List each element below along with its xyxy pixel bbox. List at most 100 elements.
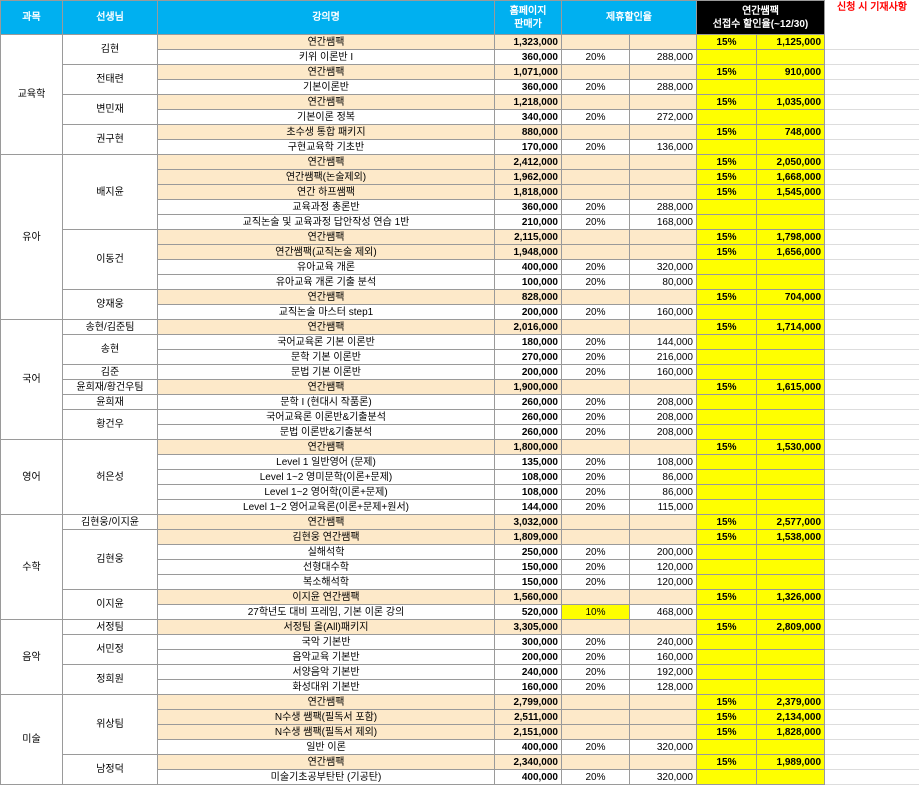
discount-rate [561,319,630,335]
early-rate [696,349,757,365]
early-price: 2,379,000 [755,694,826,710]
teacher: 김준 [62,364,158,380]
discount-rate: 20% [561,499,630,515]
note [824,34,919,50]
course-row: 기본이론 정복 340,000 20% 272,000 [1,109,919,125]
header-cell: 과목 [0,0,63,35]
discount-price [629,589,697,605]
course-title: 실해석학 [157,544,495,560]
discount-price: 160,000 [629,304,697,320]
course-title: 구현교육학 기초반 [157,139,495,155]
note [824,244,919,260]
subject: 미술 [0,694,63,785]
course-title: 문법 이론반&기출분석 [157,424,495,440]
header-row: 과목 선생님 강의명 홈페이지 판매가 제휴할인율 연간쌤팩 선접수 할인율(~12… [0,0,919,35]
discount-price [629,754,697,770]
early-price: 1,615,000 [755,379,826,395]
discount-rate: 20% [561,199,630,215]
course-title: Level 1~2 영어교육론(이론+문제+원서) [157,499,495,515]
early-price: 1,656,000 [755,244,826,260]
price: 1,323,000 [494,34,562,50]
note [824,529,919,545]
price: 1,071,000 [494,64,562,80]
early-price [755,499,826,515]
course-row: Level 1~2 영미문학(이론+문제) 108,000 20% 86,000 [1,469,919,485]
note [824,274,919,290]
course-title: 미술기초공부탄탄 (기공탄) [157,769,495,785]
course-title: 키위 이론반 I [157,49,495,65]
discount-price [629,64,697,80]
discount-price: 160,000 [629,364,697,380]
early-price [755,394,826,410]
note [824,709,919,725]
early-rate: 15% [696,169,757,185]
course-title: 연간쌤팩 [157,754,495,770]
early-price [755,484,826,500]
early-rate: 15% [696,439,757,455]
note [824,514,919,530]
price: 360,000 [494,49,562,65]
early-rate [696,604,757,620]
early-price: 704,000 [755,289,826,305]
discount-price: 216,000 [629,349,697,365]
discount-price: 168,000 [629,214,697,230]
early-price [755,49,826,65]
discount-price: 128,000 [629,679,697,695]
early-price: 1,035,000 [755,94,826,110]
course-row: 윤희재/황건우팀 연간쌤팩 1,900,000 15% 1,615,000 [1,379,919,395]
course-title: 연간쌤팩 [157,439,495,455]
early-price [755,349,826,365]
note [824,64,919,80]
course-row: N수생 쌤팩(필독서 제외) 2,151,000 15% 1,828,000 [1,724,919,740]
note [824,49,919,65]
discount-price [629,289,697,305]
discount-price: 200,000 [629,544,697,560]
early-rate [696,139,757,155]
early-price: 1,326,000 [755,589,826,605]
subject: 영어 [0,439,63,515]
early-rate: 15% [696,244,757,260]
teacher: 김현 [62,34,158,65]
early-price: 1,828,000 [755,724,826,740]
price: 170,000 [494,139,562,155]
course-title: 연간쌤팩(교직논술 제외) [157,244,495,260]
early-rate [696,664,757,680]
early-price: 1,530,000 [755,439,826,455]
price: 135,000 [494,454,562,470]
discount-rate [561,724,630,740]
note [824,124,919,140]
discount-rate: 20% [561,664,630,680]
course-row: 교육학 김현 연간쌤팩 1,323,000 15% 1,125,000 [0,34,919,155]
price: 2,151,000 [494,724,562,740]
course-row: 수학 김현웅/이지윤 연간쌤팩 3,032,000 15% 2,577,000 [0,514,919,620]
early-rate [696,454,757,470]
discount-price: 108,000 [629,454,697,470]
discount-rate [561,439,630,455]
course-title: N수생 쌤팩(필독서 포함) [157,709,495,725]
subject: 수학 [0,514,63,620]
early-price [755,334,826,350]
early-rate [696,679,757,695]
teacher: 윤희재/황건우팀 [62,379,158,395]
early-price [755,679,826,695]
course-row: 정희원 서양음악 기본반 240,000 20% 192,000 [1,664,919,695]
course-row: 이지윤 이지윤 연간쌤팩 1,560,000 15% 1,326,000 [1,589,919,620]
early-price: 2,050,000 [755,154,826,170]
early-rate [696,484,757,500]
early-rate: 15% [696,514,757,530]
discount-rate [561,754,630,770]
teacher: 양재웅 [62,289,158,320]
subject: 음악 [0,619,63,695]
discount-rate: 20% [561,364,630,380]
course-title: 유아교육 개론 [157,259,495,275]
early-rate [696,79,757,95]
discount-rate [561,34,630,50]
discount-price: 320,000 [629,739,697,755]
course-row: 김준 문법 기본 이론반 200,000 20% 160,000 [1,364,919,380]
course-row: 음악교육 기본반 200,000 20% 160,000 [1,649,919,665]
course-row: 송현 국어교육론 기본 이론반 180,000 20% 144,000 [1,334,919,365]
course-row: 황건우 국어교육론 이론반&기출분석 260,000 20% 208,000 [1,409,919,440]
course-title: 연간 하프쌤팩 [157,184,495,200]
early-rate [696,424,757,440]
price: 160,000 [494,679,562,695]
